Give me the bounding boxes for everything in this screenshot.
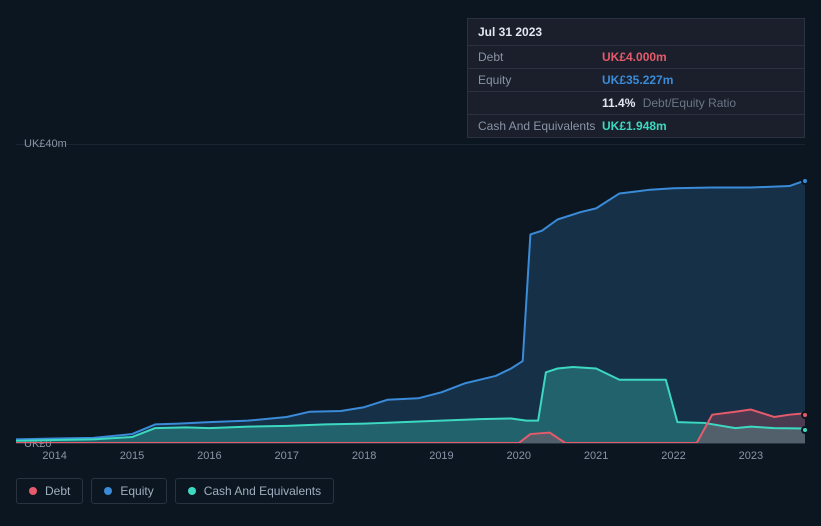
series-end-marker-cash <box>801 426 809 434</box>
legend: Debt Equity Cash And Equivalents <box>16 478 334 504</box>
x-tick-label: 2021 <box>584 450 608 462</box>
legend-dot-icon <box>188 487 196 495</box>
x-tick-label: 2022 <box>661 450 685 462</box>
series-area-equity <box>16 181 805 443</box>
x-tick-label: 2016 <box>197 450 221 462</box>
x-axis: 2014 2015 2016 2017 2018 2019 2020 2021 2022 2023 <box>16 450 805 468</box>
legend-item-debt[interactable]: Debt <box>16 478 83 504</box>
chart: UK£40mUK£0 20142015201620172018201920202… <box>16 124 805 484</box>
x-tick-label: 2017 <box>274 450 298 462</box>
tooltip-label: Debt <box>478 50 602 64</box>
tooltip-row-equity: Equity UK£35.227m <box>468 69 804 92</box>
tooltip-row-ratio: 11.4% Debt/Equity Ratio <box>468 92 804 115</box>
x-tick-label: 2018 <box>352 450 376 462</box>
tooltip-date: Jul 31 2023 <box>468 19 804 46</box>
tooltip-value-equity: UK£35.227m <box>602 73 673 87</box>
tooltip-value-debt: UK£4.000m <box>602 50 667 64</box>
tooltip-row-cash: Cash And Equivalents UK£1.948m <box>468 115 804 137</box>
tooltip-label <box>478 96 602 110</box>
series-end-marker-debt <box>801 411 809 419</box>
tooltip-ratio-label: Debt/Equity Ratio <box>643 96 736 110</box>
x-tick-label: 2023 <box>739 450 763 462</box>
legend-dot-icon <box>29 487 37 495</box>
legend-label: Debt <box>45 484 70 498</box>
tooltip-ratio: 11.4% Debt/Equity Ratio <box>602 96 736 110</box>
tooltip-ratio-pct: 11.4% <box>602 96 635 110</box>
tooltip-label: Equity <box>478 73 602 87</box>
legend-label: Equity <box>120 484 153 498</box>
tooltip-row-debt: Debt UK£4.000m <box>468 46 804 69</box>
x-tick-label: 2020 <box>507 450 531 462</box>
x-tick-label: 2014 <box>42 450 66 462</box>
legend-item-cash[interactable]: Cash And Equivalents <box>175 478 334 504</box>
legend-label: Cash And Equivalents <box>204 484 321 498</box>
tooltip-label: Cash And Equivalents <box>478 119 602 133</box>
legend-dot-icon <box>104 487 112 495</box>
plot-area[interactable] <box>16 144 805 444</box>
x-tick-label: 2015 <box>120 450 144 462</box>
tooltip-value-cash: UK£1.948m <box>602 119 667 133</box>
series-end-marker-equity <box>801 177 809 185</box>
tooltip-card: Jul 31 2023 Debt UK£4.000m Equity UK£35.… <box>467 18 805 138</box>
x-tick-label: 2019 <box>429 450 453 462</box>
legend-item-equity[interactable]: Equity <box>91 478 166 504</box>
